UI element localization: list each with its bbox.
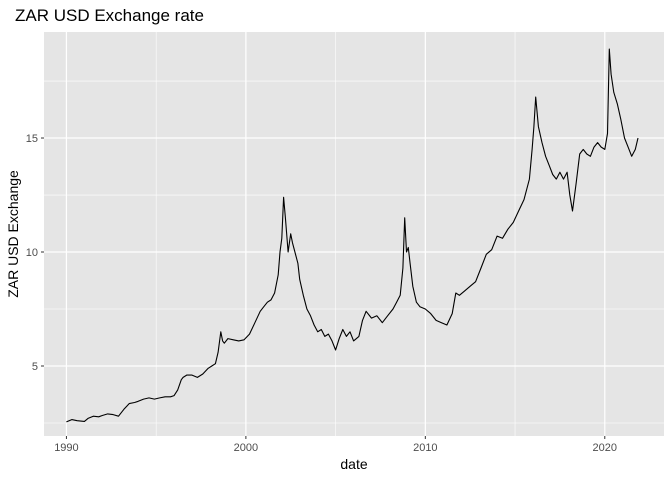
x-axis: 1990 2000 2010 2020 (54, 436, 617, 454)
series-line (66, 48, 639, 423)
plot-panel (44, 32, 664, 436)
y-tick-label: 5 (32, 361, 38, 373)
major-gridlines (44, 32, 664, 436)
chart-title: ZAR USD Exchange rate (15, 6, 204, 25)
y-tick-label: 10 (26, 247, 38, 259)
x-tick-label: 2000 (234, 442, 258, 454)
y-axis: 5 10 15 (26, 133, 44, 373)
x-tick-label: 1990 (54, 442, 78, 454)
y-axis-title: ZAR USD Exchange (5, 170, 21, 298)
x-tick-label: 2010 (413, 442, 437, 454)
minor-gridlines (44, 32, 664, 436)
y-tick-label: 15 (26, 133, 38, 145)
data-layer (66, 48, 639, 423)
x-tick-label: 2020 (593, 442, 617, 454)
x-axis-title: date (340, 456, 367, 472)
